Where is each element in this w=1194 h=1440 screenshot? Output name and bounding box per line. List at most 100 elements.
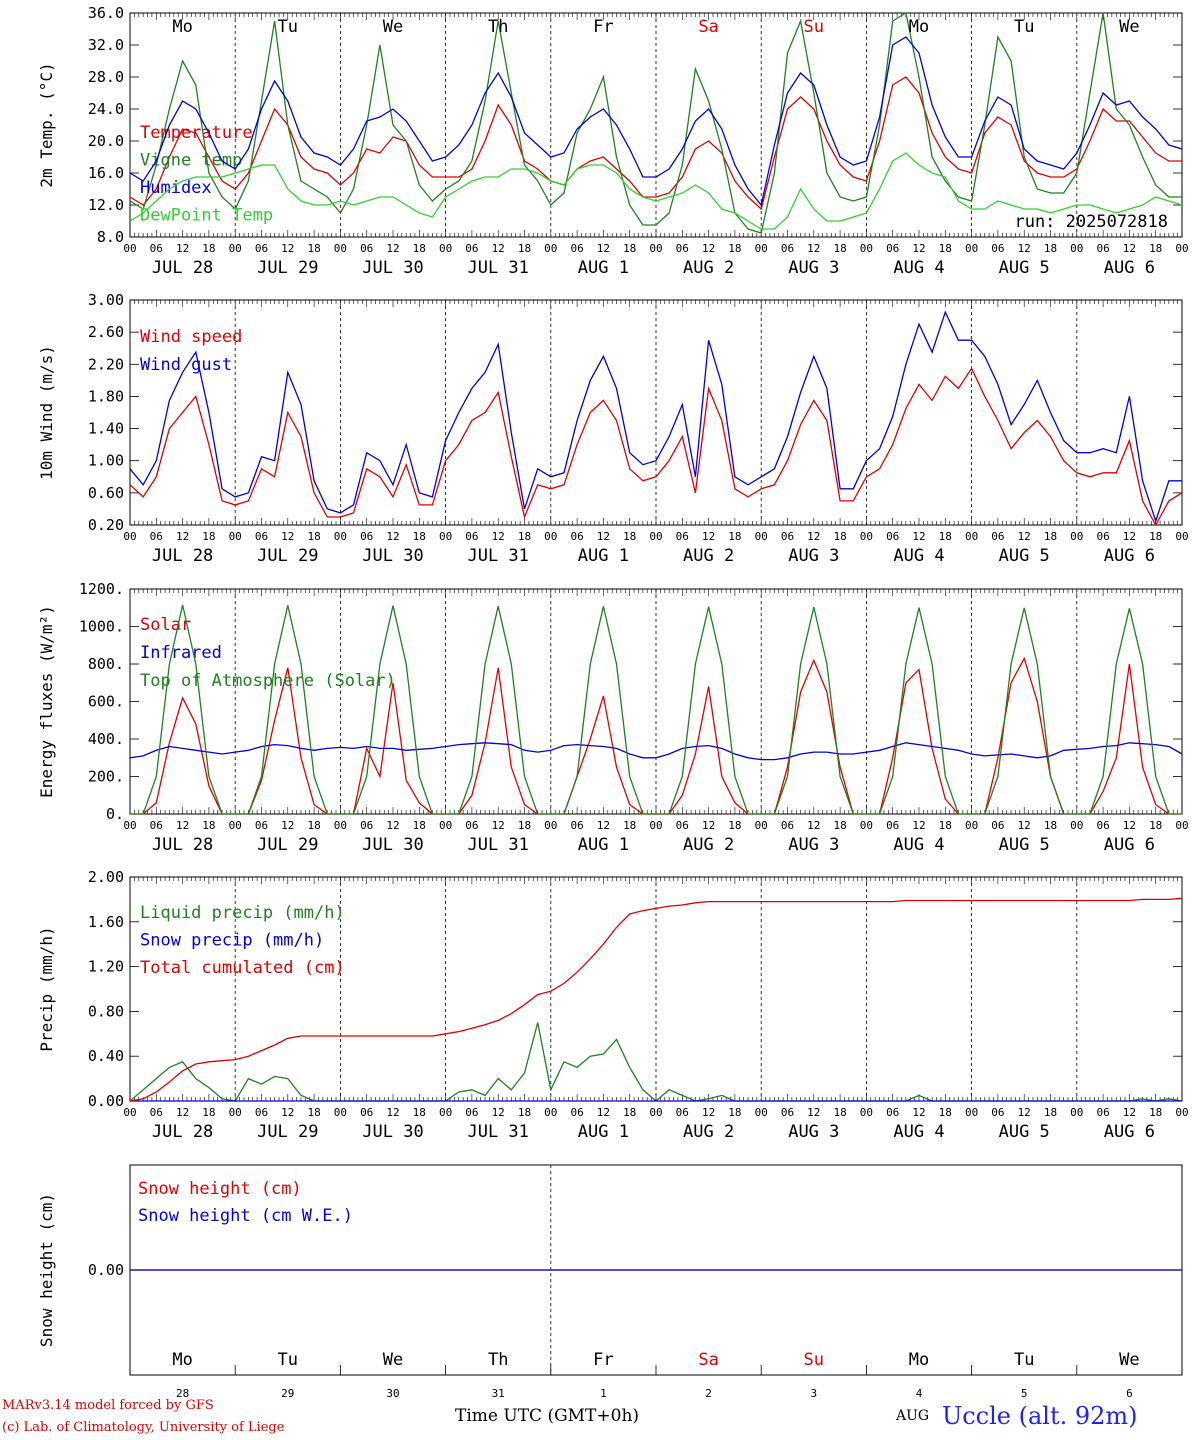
hour-tick-label: 12 [702, 1106, 715, 1119]
hour-tick-label: 18 [1044, 242, 1057, 255]
date-label: JUL 28 [152, 258, 213, 278]
hour-tick-label: 06 [1096, 819, 1109, 832]
hour-tick-label: 12 [912, 819, 925, 832]
hour-tick-label: 00 [544, 530, 557, 543]
date-label: AUG 4 [893, 1122, 944, 1142]
hour-tick-label: 06 [570, 819, 583, 832]
hour-tick-label: 12 [597, 242, 610, 255]
hour-tick-label: 06 [255, 1106, 268, 1119]
date-label: AUG 1 [578, 546, 629, 566]
legend-entry: Snow height (cm) [138, 1179, 302, 1199]
hour-tick-label: 12 [492, 1106, 505, 1119]
y-tick-label: 1.80 [88, 387, 124, 405]
y-axis-title: Snow height (cm) [37, 1193, 56, 1347]
day-number-label: 31 [492, 1387, 505, 1398]
hour-tick-label: 12 [702, 819, 715, 832]
y-tick-label: 0.40 [88, 1047, 124, 1065]
weekday-label: We [383, 17, 403, 37]
hour-tick-label: 18 [833, 530, 846, 543]
date-label: AUG 1 [578, 835, 629, 855]
hour-tick-label: 18 [728, 242, 741, 255]
legend-entry: Solar [140, 615, 191, 635]
hour-tick-label: 18 [413, 1106, 426, 1119]
hour-tick-label: 00 [1070, 1106, 1083, 1119]
y-tick-label: 3.00 [88, 291, 124, 309]
weekday-label: We [1119, 1350, 1139, 1370]
month-label: AUG [896, 1408, 930, 1424]
hour-tick-label: 18 [623, 242, 636, 255]
hour-tick-label: 18 [623, 530, 636, 543]
hour-tick-label: 18 [202, 242, 215, 255]
hour-tick-label: 12 [597, 1106, 610, 1119]
hour-tick-label: 12 [807, 242, 820, 255]
hour-tick-label: 00 [123, 242, 136, 255]
hour-tick-label: 00 [334, 530, 347, 543]
hour-tick-label: 00 [1070, 242, 1083, 255]
hour-tick-label: 06 [255, 242, 268, 255]
weekday-label: Sa [698, 1350, 718, 1370]
date-label: AUG 4 [893, 258, 944, 278]
hour-tick-label: 06 [991, 530, 1004, 543]
legend-entry: Vigne temp [140, 151, 242, 171]
hour-tick-label: 18 [518, 242, 531, 255]
hour-tick-label: 06 [676, 819, 689, 832]
hour-tick-label: 00 [1175, 530, 1188, 543]
hour-tick-label: 00 [544, 819, 557, 832]
hour-tick-label: 12 [176, 242, 189, 255]
hour-tick-label: 00 [965, 819, 978, 832]
series-line [129, 897, 1183, 1102]
hour-tick-label: 06 [255, 819, 268, 832]
hour-tick-label: 06 [781, 530, 794, 543]
run-label: run: 2025072818 [1014, 212, 1168, 232]
hour-tick-label: 06 [1096, 1106, 1109, 1119]
day-number-label: 4 [916, 1387, 923, 1398]
weekday-label: Su [804, 17, 824, 37]
hour-tick-label: 06 [255, 530, 268, 543]
hour-tick-label: 12 [807, 1106, 820, 1119]
hour-tick-label: 06 [465, 819, 478, 832]
hour-tick-label: 18 [939, 242, 952, 255]
hour-tick-label: 06 [1096, 242, 1109, 255]
day-number-label: 30 [386, 1387, 399, 1398]
hour-tick-label: 18 [518, 819, 531, 832]
hour-tick-label: 06 [676, 530, 689, 543]
legend-entry: Wind speed [140, 327, 242, 347]
day-number-label: 5 [1021, 1387, 1028, 1398]
date-label: AUG 3 [788, 546, 839, 566]
date-label: JUL 30 [362, 546, 423, 566]
hour-tick-label: 12 [281, 819, 294, 832]
series-line [130, 604, 1182, 815]
hour-tick-label: 00 [439, 242, 452, 255]
hour-tick-label: 18 [623, 1106, 636, 1119]
hour-tick-label: 12 [386, 1106, 399, 1119]
hour-tick-label: 12 [912, 1106, 925, 1119]
hour-tick-label: 00 [123, 819, 136, 832]
y-tick-label: 1000. [79, 618, 124, 636]
hour-tick-label: 18 [939, 819, 952, 832]
date-label: AUG 2 [683, 835, 734, 855]
hour-tick-label: 00 [755, 1106, 768, 1119]
hour-tick-label: 00 [544, 1106, 557, 1119]
legend-entry: Humidex [140, 178, 212, 198]
hour-tick-label: 00 [1070, 819, 1083, 832]
hour-tick-label: 06 [465, 530, 478, 543]
hour-tick-label: 00 [965, 530, 978, 543]
hour-tick-label: 00 [334, 1106, 347, 1119]
hour-tick-label: 06 [991, 819, 1004, 832]
hour-tick-label: 00 [755, 530, 768, 543]
hour-tick-label: 18 [518, 1106, 531, 1119]
legend-entry: Liquid precip (mm/h) [140, 903, 345, 923]
hour-tick-label: 12 [492, 530, 505, 543]
date-label: AUG 3 [788, 835, 839, 855]
y-tick-label: 600. [88, 693, 124, 711]
y-tick-label: 8.0 [97, 228, 124, 246]
station-label: Uccle (alt. 92m) [942, 1402, 1138, 1430]
hour-tick-label: 06 [886, 242, 899, 255]
hour-tick-label: 18 [623, 819, 636, 832]
hour-tick-label: 06 [360, 1106, 373, 1119]
date-label: AUG 3 [788, 258, 839, 278]
y-tick-label: 1.40 [88, 420, 124, 438]
legend-entry: Infrared [140, 643, 222, 663]
hour-tick-label: 06 [991, 1106, 1004, 1119]
series-line [129, 152, 1183, 230]
